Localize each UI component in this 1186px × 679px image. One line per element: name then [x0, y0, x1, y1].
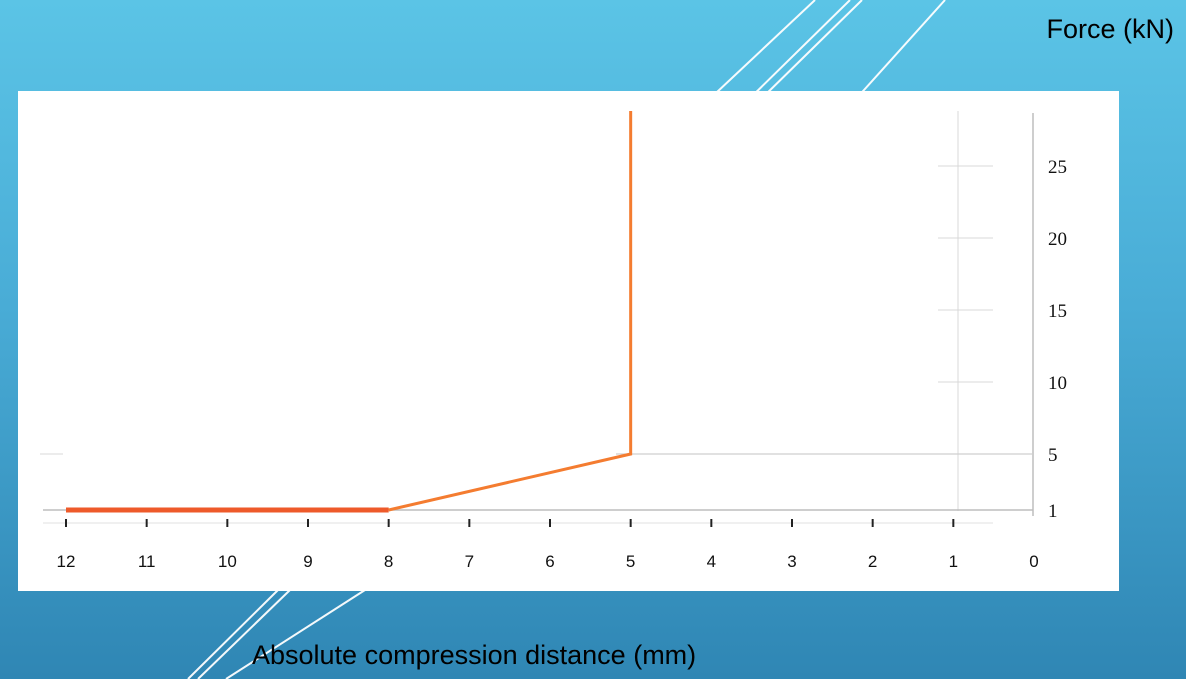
axes — [43, 113, 1034, 524]
y-tick-label: 20 — [1048, 229, 1067, 250]
x-tick-label: 4 — [707, 552, 716, 571]
x-tick-label: 7 — [465, 552, 474, 571]
y-tick-label: 15 — [1048, 301, 1067, 322]
x-tick-label: 10 — [218, 552, 237, 571]
y-tick-label: 10 — [1048, 373, 1067, 394]
y-tick-label: 5 — [1048, 445, 1058, 466]
x-axis-title: Absolute compression distance (mm) — [252, 640, 697, 670]
tick-marks — [65, 519, 955, 527]
y-tick-label: 1 — [1048, 501, 1058, 522]
x-tick-label: 5 — [626, 552, 635, 571]
x-tick-label: 3 — [787, 552, 796, 571]
x-tick-label: 8 — [384, 552, 393, 571]
x-tick-labels: 12 11 10 9 8 7 6 5 4 3 2 1 0 — [57, 552, 1039, 571]
y-tick-label: 25 — [1048, 157, 1067, 178]
faint-gridlines — [40, 111, 993, 511]
x-tick-label: 9 — [303, 552, 312, 571]
series-line — [388, 111, 633, 512]
y-axis-title: Force (kN) — [1046, 14, 1175, 44]
chart-panel: 12 11 10 9 8 7 6 5 4 3 2 1 0 1 5 10 15 20 25 — [18, 91, 1119, 591]
x-tick-label: 2 — [868, 552, 877, 571]
x-tick-label: 12 — [57, 552, 76, 571]
x-tick-label: 6 — [545, 552, 554, 571]
series-layer — [66, 111, 633, 513]
x-tick-label: 0 — [1029, 552, 1038, 571]
x-tick-label: 11 — [138, 552, 156, 571]
x-tick-label: 1 — [949, 552, 958, 571]
